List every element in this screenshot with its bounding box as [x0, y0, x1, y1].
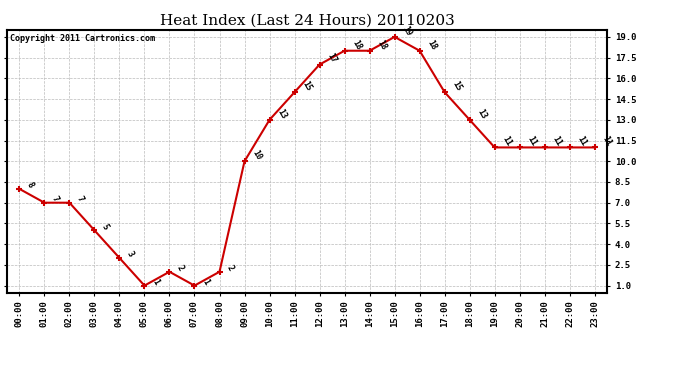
- Text: 18: 18: [425, 38, 438, 51]
- Text: 1: 1: [150, 278, 160, 286]
- Text: 2: 2: [175, 264, 186, 272]
- Text: 11: 11: [600, 135, 613, 148]
- Text: 1: 1: [200, 278, 210, 286]
- Text: 2: 2: [225, 264, 235, 272]
- Text: 18: 18: [375, 38, 388, 51]
- Text: 7: 7: [50, 195, 60, 203]
- Text: Copyright 2011 Cartronics.com: Copyright 2011 Cartronics.com: [10, 34, 155, 43]
- Text: 10: 10: [250, 149, 263, 162]
- Text: 15: 15: [450, 80, 463, 93]
- Text: 17: 17: [325, 52, 338, 65]
- Text: 8: 8: [25, 181, 35, 189]
- Text: 11: 11: [575, 135, 588, 148]
- Text: 13: 13: [475, 107, 488, 120]
- Text: 11: 11: [550, 135, 563, 148]
- Text: 19: 19: [400, 24, 413, 38]
- Title: Heat Index (Last 24 Hours) 20110203: Heat Index (Last 24 Hours) 20110203: [159, 13, 455, 27]
- Text: 13: 13: [275, 107, 288, 120]
- Text: 15: 15: [300, 80, 313, 93]
- Text: 11: 11: [525, 135, 538, 148]
- Text: 3: 3: [125, 250, 135, 259]
- Text: 5: 5: [100, 222, 110, 231]
- Text: 18: 18: [350, 38, 363, 51]
- Text: 7: 7: [75, 195, 86, 203]
- Text: 11: 11: [500, 135, 513, 148]
